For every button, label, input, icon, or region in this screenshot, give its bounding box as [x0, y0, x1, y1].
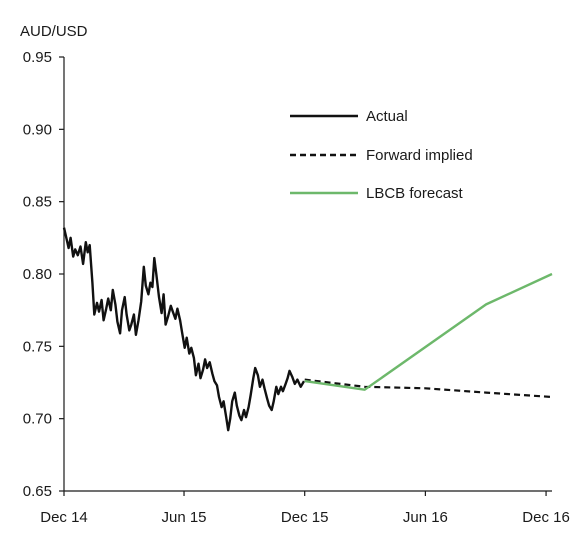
series-layer — [62, 227, 553, 432]
y-tick-label: 0.85 — [23, 194, 52, 211]
y-tick-label: 0.90 — [23, 121, 52, 138]
y-tick-label: 0.95 — [23, 49, 52, 66]
series-line-actual — [62, 227, 306, 432]
y-tick-label: 0.65 — [23, 483, 52, 500]
y-axis: 0.95 0.90 0.85 0.80 0.75 0.70 0.65 — [23, 49, 65, 500]
legend-label-actual: Actual — [366, 108, 408, 125]
y-axis-title: AUD/USD — [20, 23, 88, 40]
y-tick-label: 0.80 — [23, 266, 52, 283]
x-tick-label: Jun 16 — [403, 509, 448, 526]
x-tick-label: Dec 16 — [522, 509, 570, 526]
y-tick-label: 0.70 — [23, 411, 52, 428]
x-tick-label: Jun 15 — [161, 509, 206, 526]
legend-label-lbcb-forecast: LBCB forecast — [366, 185, 464, 202]
y-tick-label: 0.75 — [23, 338, 52, 355]
x-tick-label: Dec 15 — [281, 509, 329, 526]
series-line-lbcb-forecast — [304, 272, 553, 391]
x-tick-label: Dec 14 — [40, 509, 88, 526]
x-axis: Dec 14 Jun 15 Dec 15 Jun 16 Dec 16 — [40, 490, 570, 526]
legend: Actual Forward implied LBCB forecast — [290, 108, 473, 202]
legend-label-forward-implied: Forward implied — [366, 147, 473, 164]
series-line-forward-implied — [304, 378, 553, 399]
